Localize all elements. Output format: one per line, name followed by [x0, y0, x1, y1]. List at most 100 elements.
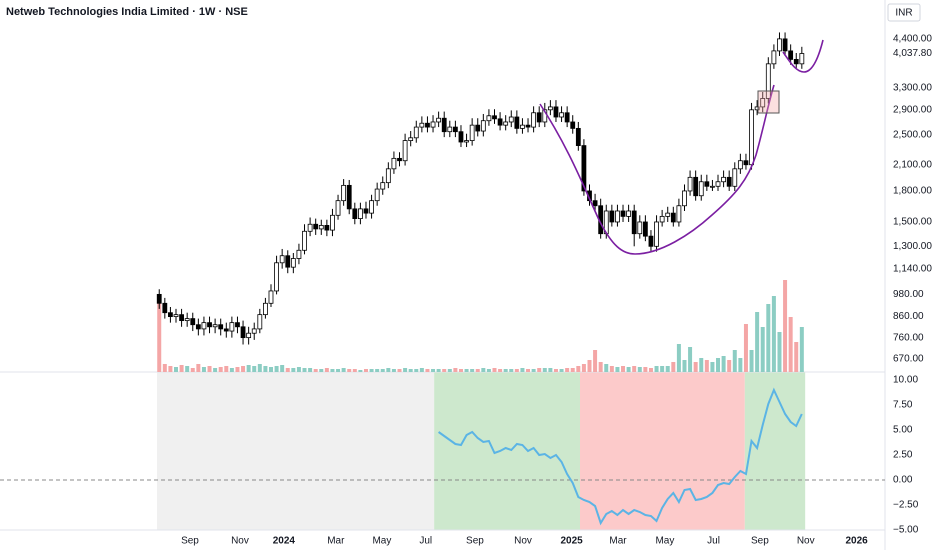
volume-bar [576, 366, 581, 372]
volume-bar [676, 344, 681, 372]
volume-bar [257, 364, 262, 372]
y-tick-label: 10.00 [893, 375, 918, 386]
volume-bar [626, 367, 631, 372]
candle-body [737, 160, 743, 170]
volume-bar [609, 366, 614, 372]
volume-bar [380, 369, 385, 372]
y-tick-label: 2,100.00 [893, 159, 932, 170]
indicator-line [438, 387, 803, 526]
chart-title: Netweb Technologies India Limited · 1W ·… [6, 6, 248, 18]
volume-bar [699, 358, 704, 372]
y-tick-label: 7.50 [893, 400, 913, 411]
candle-body [168, 312, 173, 318]
candle-body [765, 63, 771, 99]
candle-body [564, 112, 570, 123]
volume-bar [308, 368, 313, 372]
handle-drawing [782, 39, 824, 73]
candle-body [620, 210, 626, 217]
candle-body [492, 115, 497, 120]
volume-bar [498, 369, 503, 372]
candle-body [631, 210, 637, 235]
x-tick-label: 2025 [560, 536, 583, 547]
candle-body [374, 188, 380, 202]
currency[interactable]: INR [895, 8, 912, 19]
indicator-bands [157, 372, 806, 530]
candle-body [369, 200, 374, 214]
volume-bar [436, 369, 441, 372]
candle-body [452, 126, 458, 133]
candle-body [425, 122, 430, 128]
candle-body [229, 322, 235, 332]
candle-body [749, 109, 754, 166]
candle-body [447, 126, 453, 133]
y-tick-label: 2,500.00 [893, 130, 932, 141]
candle-body [559, 112, 564, 118]
y-tick-label: 5.00 [893, 425, 913, 436]
candle-body [581, 145, 587, 192]
volume-bar [201, 367, 206, 372]
volume-bar [285, 368, 290, 372]
candle-body [648, 235, 654, 247]
volume-bar [771, 296, 776, 372]
y-tick-label: 760.00 [893, 332, 924, 343]
candle-body [162, 302, 168, 314]
candle-body [263, 302, 268, 316]
volume-bar [777, 332, 782, 372]
candle-body [268, 290, 274, 304]
candle-body [296, 249, 302, 259]
volume-bar [425, 369, 430, 372]
x-tick-label: Sep [466, 536, 484, 547]
candle-body [642, 221, 648, 237]
volume-bar [302, 368, 307, 372]
candle-body [547, 106, 553, 111]
candle-body [654, 221, 659, 247]
candle-body [777, 38, 782, 52]
volume-bar [799, 327, 804, 372]
x-tick-label: Nov [797, 536, 815, 547]
candle-body [195, 324, 201, 330]
volume-bar [218, 367, 223, 372]
candle-body [469, 124, 475, 141]
candle-body [441, 117, 447, 133]
candle-body [391, 157, 397, 170]
candle-body [520, 124, 525, 129]
candle-body [531, 112, 537, 128]
candle-body [330, 214, 335, 231]
volume-bar [252, 366, 257, 372]
candle-body [687, 176, 693, 192]
volume-bar [313, 369, 318, 372]
volume-bar [503, 369, 508, 372]
y-tick-label: 980.00 [893, 289, 924, 300]
x-tick-label: 2026 [845, 536, 868, 547]
volume-bar [788, 317, 793, 372]
volume-bar [224, 366, 229, 372]
volume-bar [414, 369, 419, 372]
volume-bar [296, 367, 301, 372]
regime-band [579, 372, 745, 530]
volume-bar [537, 368, 542, 372]
volume-bar [162, 364, 167, 372]
volume-bar [570, 368, 575, 372]
candle-body [782, 38, 788, 52]
volume-bar [229, 368, 234, 372]
x-tick-label: Nov [514, 536, 532, 547]
y-tick-label: 1,800.00 [893, 186, 932, 197]
volume-bar [632, 366, 637, 372]
x-tick-label: Jul [419, 536, 432, 547]
candle-body [670, 212, 676, 223]
volume-bar [397, 369, 402, 372]
volume-bar [196, 364, 201, 372]
volume-bar [710, 362, 715, 372]
currency-box[interactable] [887, 3, 921, 22]
volume-bar [704, 360, 709, 372]
volume-bar [553, 369, 558, 372]
volume-bar [391, 369, 396, 372]
candle-body [799, 53, 805, 65]
volume-bar [341, 368, 346, 372]
y-tick-label: −5.00 [893, 525, 919, 536]
volume-bar [682, 360, 687, 372]
volume [157, 280, 804, 372]
y-tick-label: 2.50 [893, 450, 913, 461]
y-tick-label: −2.50 [893, 500, 919, 511]
